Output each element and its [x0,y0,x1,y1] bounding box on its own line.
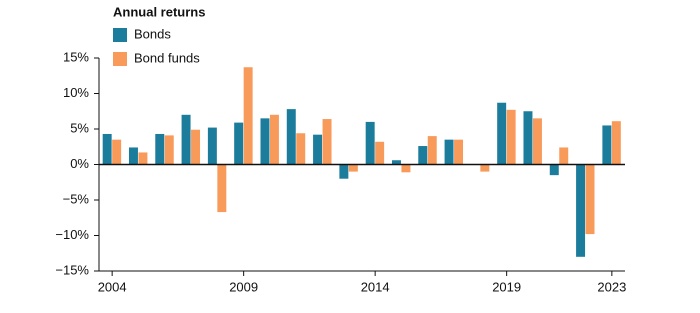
bar [155,133,165,165]
bar [207,127,217,165]
bar [339,164,349,179]
bar [602,125,612,165]
bar [313,134,323,165]
bar [375,141,385,165]
bar [454,139,464,165]
bar [243,67,253,165]
bar [549,164,559,176]
legend-swatch [113,28,127,42]
x-tick-label: 2023 [597,279,626,294]
bar [217,164,227,213]
x-tick-label: 2009 [229,279,258,294]
legend-title: Annual returns [113,4,205,19]
bar [576,164,586,257]
bar [234,122,244,165]
x-tick-label: 2004 [98,279,127,294]
bar [523,111,533,165]
bar [191,129,201,165]
bar [164,135,174,165]
bar [102,133,112,165]
bar [181,114,191,165]
legend-swatch [113,52,127,66]
x-tick-label: 2019 [492,279,521,294]
y-tick-label: −5% [63,191,90,206]
bar [322,119,332,165]
bar [365,121,375,165]
y-tick-label: −10% [55,227,89,242]
bar [532,118,542,165]
bar [348,164,358,172]
bar [112,139,122,165]
x-tick-label: 2014 [361,279,390,294]
bar [138,152,148,165]
bar [611,121,621,165]
bar [401,164,411,173]
y-tick-label: 10% [63,85,89,100]
y-tick-label: 15% [63,49,89,64]
bar [391,160,401,165]
y-tick-label: 0% [70,156,89,171]
bar [427,136,437,165]
y-tick-label: 5% [70,120,89,135]
bar [286,109,296,165]
bar [480,164,490,172]
legend-label: Bonds [134,26,171,41]
bar [269,114,279,165]
bar [418,146,428,165]
legend-label: Bond funds [134,50,200,65]
bar [497,102,507,165]
bar [585,164,595,235]
bar [506,109,516,165]
bar [559,147,569,165]
bar [296,133,306,165]
bar [128,147,138,165]
bar [260,118,270,165]
bar [444,139,454,165]
y-tick-label: −15% [55,262,89,277]
